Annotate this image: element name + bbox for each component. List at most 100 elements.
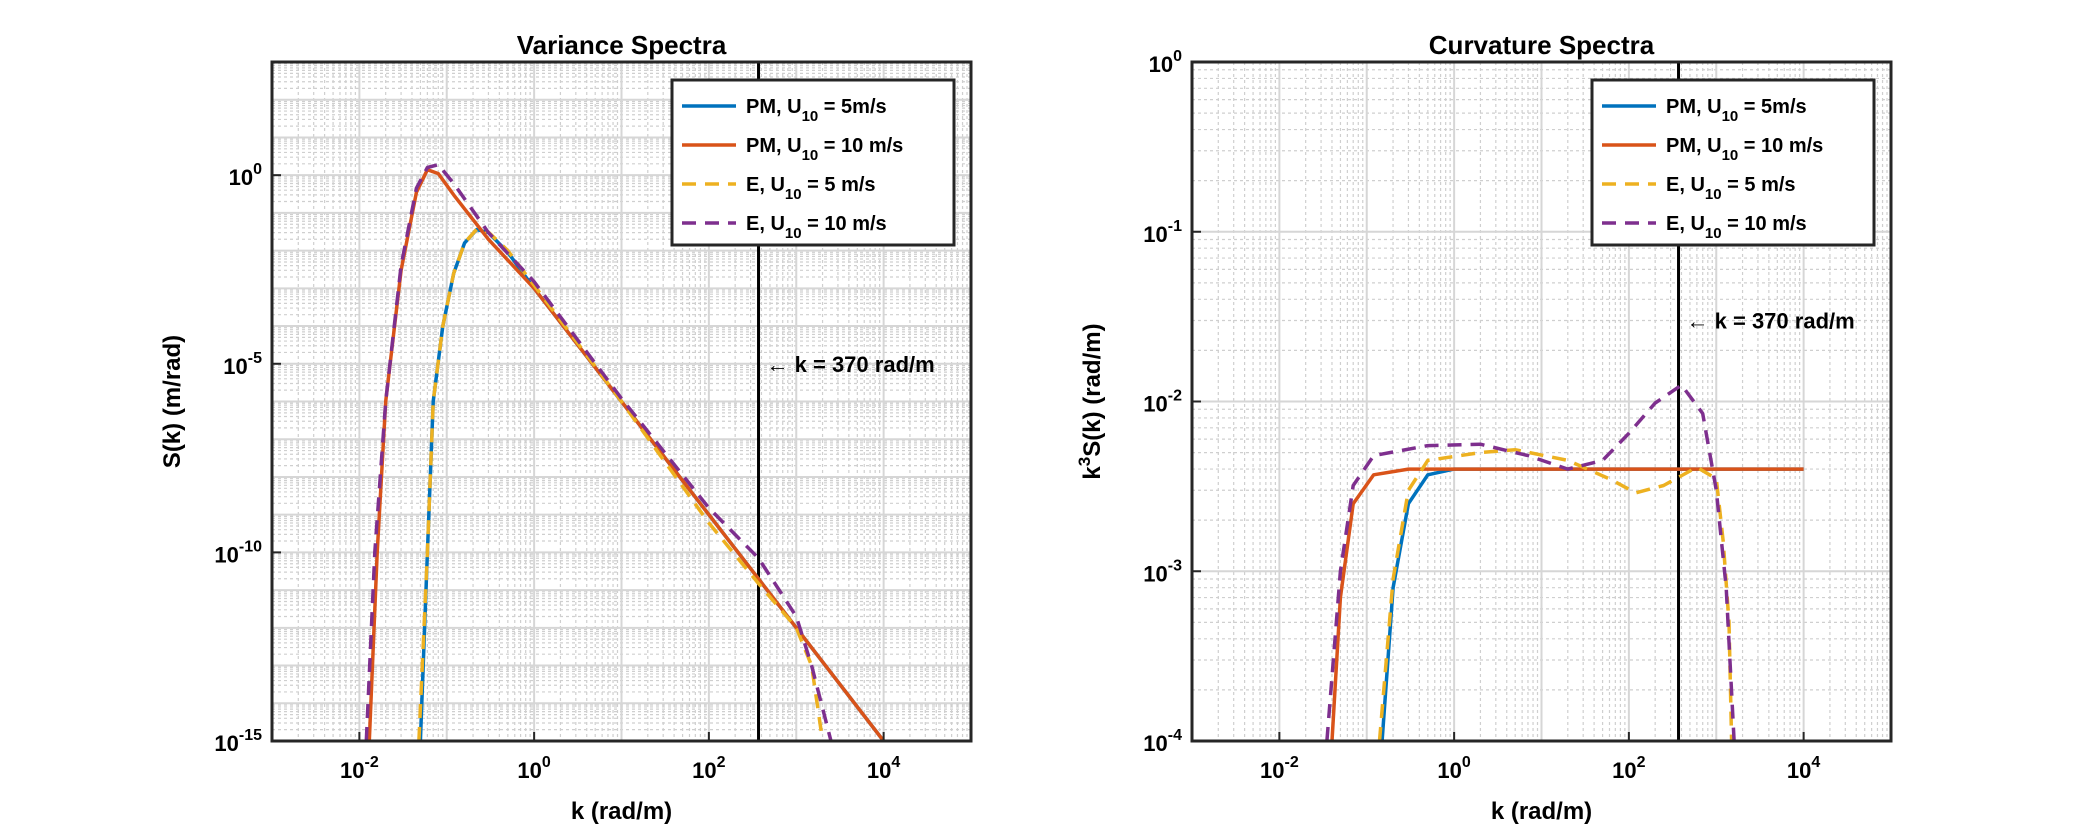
- legend-label-post: = 5m/s: [1738, 96, 1806, 118]
- series-line-4: [1325, 383, 1736, 741]
- annotation-arrow: ←: [767, 352, 795, 377]
- k370-annotation: ← k = 370 rad/m: [767, 352, 935, 377]
- y-tick-base: 10: [229, 165, 253, 190]
- legend-label-subscript: 10: [1705, 225, 1722, 242]
- y-tick-exponent: -15: [239, 727, 262, 744]
- y-tick-label: 10-2: [1143, 388, 1182, 417]
- x-tick-base: 10: [692, 758, 716, 783]
- annotation-text: k = 370 rad/m: [795, 352, 935, 377]
- x-tick-exponent: 0: [1462, 754, 1471, 771]
- y-tick-label: 10-3: [1143, 557, 1182, 586]
- x-tick-label: 102: [1612, 754, 1645, 783]
- legend-label-1: PM, U10 = 5m/s: [1666, 96, 1807, 125]
- grid: [1192, 62, 1891, 741]
- legend-label-subscript: 10: [1722, 108, 1739, 125]
- series-line-3: [417, 227, 825, 741]
- y-tick-label: 10-1: [1143, 218, 1182, 247]
- x-tick-exponent: 4: [891, 754, 900, 771]
- y-tick-exponent: -2: [1168, 388, 1182, 405]
- x-tick-exponent: 0: [542, 754, 551, 771]
- axes-box: [270, 60, 973, 743]
- legend-label-pre: E, U: [1666, 213, 1705, 235]
- x-tick-base: 10: [1787, 758, 1811, 783]
- y-tick-exponent: -10: [239, 538, 262, 555]
- grid: [272, 62, 971, 741]
- legend-label-4: E, U10 = 10 m/s: [746, 213, 887, 242]
- y-tick-base: 10: [1143, 731, 1167, 756]
- legend-label-pre: E, U: [1666, 174, 1705, 196]
- x-tick-label: 10-2: [340, 754, 379, 783]
- legend-label-pre: PM, U: [1666, 96, 1722, 118]
- y-tick-base: 10: [214, 542, 238, 567]
- y-label-post: S(k) (rad/m): [1079, 323, 1106, 456]
- legend: PM, U10 = 5m/sPM, U10 = 10 m/sE, U10 = 5…: [1590, 78, 1876, 247]
- legend-label-2: PM, U10 = 10 m/s: [746, 135, 903, 164]
- legend-label-post: = 5 m/s: [802, 174, 876, 196]
- legend-label-pre: PM, U: [746, 135, 802, 157]
- y-tick-base: 10: [1149, 52, 1173, 77]
- annotation-arrow: ←: [1687, 309, 1715, 334]
- y-tick-base: 10: [1143, 222, 1167, 247]
- series-line-3: [1377, 447, 1734, 741]
- legend-label-post: = 5m/s: [818, 96, 886, 118]
- x-tick-base: 10: [1437, 758, 1461, 783]
- y-label-pre: k: [1079, 466, 1106, 480]
- x-tick-exponent: 4: [1811, 754, 1820, 771]
- legend-label-post: = 10 m/s: [818, 135, 903, 157]
- legend: PM, U10 = 5m/sPM, U10 = 10 m/sE, U10 = 5…: [670, 78, 956, 247]
- legend-label-post: = 10 m/s: [802, 213, 887, 235]
- annotation-text: k = 370 rad/m: [1715, 309, 1855, 334]
- y-tick-exponent: -3: [1168, 557, 1182, 574]
- legend-label-1: PM, U10 = 5m/s: [746, 96, 887, 125]
- chart-title: Variance Spectra: [517, 30, 727, 60]
- chart-title: Curvature Spectra: [1429, 30, 1655, 60]
- legend-label-2: PM, U10 = 10 m/s: [1666, 135, 1823, 164]
- legend-label-post: = 5 m/s: [1722, 174, 1796, 196]
- y-axis-label: k3S(k) (rad/m): [1075, 323, 1106, 479]
- y-tick-label: 10-4: [1143, 727, 1182, 756]
- k370-annotation: ← k = 370 rad/m: [1687, 309, 1855, 334]
- x-tick-label: 104: [867, 754, 900, 783]
- x-tick-label: 100: [1437, 754, 1470, 783]
- x-tick-base: 10: [340, 758, 364, 783]
- x-tick-base: 10: [1612, 758, 1636, 783]
- legend-label-post: = 10 m/s: [1722, 213, 1807, 235]
- y-label-superscript: 3: [1075, 457, 1094, 466]
- x-tick-exponent: -2: [365, 754, 379, 771]
- x-tick-exponent: -2: [1285, 754, 1299, 771]
- legend-label-3: E, U10 = 5 m/s: [746, 174, 876, 203]
- y-tick-label: 100: [229, 161, 262, 190]
- y-tick-exponent: 0: [253, 161, 262, 178]
- y-tick-exponent: -5: [248, 350, 262, 367]
- legend-label-pre: PM, U: [746, 96, 802, 118]
- legend-label-3: E, U10 = 5 m/s: [1666, 174, 1796, 203]
- y-tick-base: 10: [223, 354, 247, 379]
- series-line-2: [1330, 467, 1804, 741]
- x-tick-base: 10: [1260, 758, 1284, 783]
- series-group: [1325, 383, 1804, 741]
- x-tick-exponent: 2: [717, 754, 726, 771]
- series-group: [364, 162, 885, 741]
- legend-label-pre: E, U: [746, 174, 785, 196]
- x-tick-label: 102: [692, 754, 725, 783]
- y-tick-exponent: 0: [1173, 48, 1182, 65]
- x-tick-base: 10: [517, 758, 541, 783]
- legend-label-subscript: 10: [785, 186, 802, 203]
- series-line-2: [367, 167, 885, 741]
- legend-label-subscript: 10: [802, 147, 819, 164]
- y-tick-base: 10: [1143, 392, 1167, 417]
- x-tick-exponent: 2: [1637, 754, 1646, 771]
- x-tick-label: 100: [517, 754, 550, 783]
- legend-label-subscript: 10: [1705, 186, 1722, 203]
- x-tick-label: 10-2: [1260, 754, 1299, 783]
- x-axis-label: k (rad/m): [1491, 798, 1592, 825]
- y-tick-label: 10-15: [214, 727, 262, 756]
- y-tick-label: 10-10: [214, 538, 262, 567]
- legend-label-post: = 10 m/s: [1738, 135, 1823, 157]
- y-axis-label: S(k) (m/rad): [159, 335, 186, 468]
- y-tick-base: 10: [1143, 561, 1167, 586]
